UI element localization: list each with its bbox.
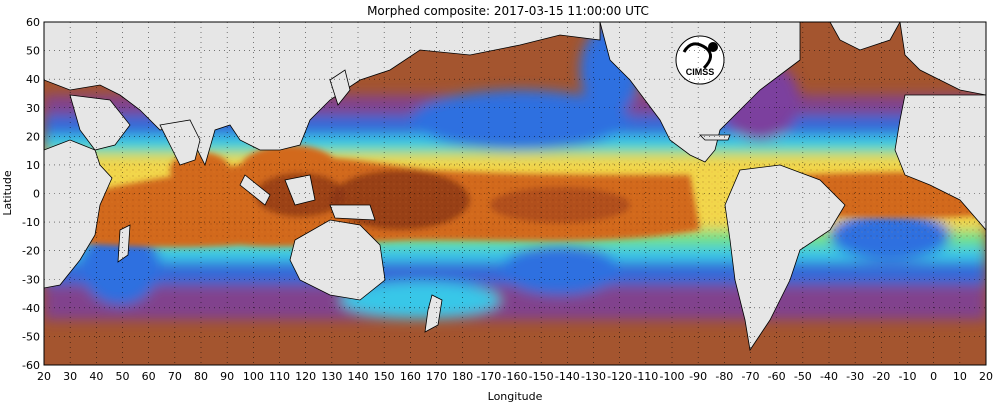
- greenland: [829, 22, 901, 51]
- x-tick-label: 160: [400, 370, 421, 383]
- japan: [329, 69, 351, 106]
- x-tick-label: -10: [899, 370, 917, 383]
- x-tick-label: 40: [89, 370, 103, 383]
- x-tick-label: -90: [689, 370, 707, 383]
- x-tick-label: 120: [295, 370, 316, 383]
- y-tick-label: -20: [22, 245, 40, 258]
- africa: [44, 139, 113, 289]
- y-tick-label: 60: [26, 16, 40, 29]
- x-tick-label: 30: [63, 370, 77, 383]
- logo-text: CIMSS: [686, 67, 715, 77]
- lat-lon-grid: [44, 22, 986, 365]
- new-zealand: [424, 294, 443, 333]
- y-tick-label: -30: [22, 273, 40, 286]
- west-africa: [894, 94, 986, 231]
- x-tick-label: -100: [660, 370, 685, 383]
- x-tick-label: 20: [37, 370, 51, 383]
- y-tick-label: 30: [26, 102, 40, 115]
- north-america: [599, 22, 801, 163]
- x-tick-label: -80: [715, 370, 733, 383]
- x-tick-label: 80: [194, 370, 208, 383]
- y-axis-label: Latitude: [1, 170, 14, 216]
- x-tick-label: -160: [503, 370, 528, 383]
- x-tick-label: -150: [529, 370, 554, 383]
- x-tick-label: -130: [581, 370, 606, 383]
- x-tick-label: -70: [742, 370, 760, 383]
- plot-area: CIMSS: [44, 22, 986, 365]
- y-tick-label: 40: [26, 73, 40, 86]
- x-tick-label: 20: [979, 370, 993, 383]
- x-tick-label: -20: [872, 370, 890, 383]
- y-tick-labels: 60 50 40 30 20 10 0 -10 -20 -30 -40 -50 -60: [22, 16, 40, 372]
- x-tick-label: 0: [930, 370, 937, 383]
- x-tick-label: 50: [116, 370, 130, 383]
- x-tick-label: -110: [633, 370, 658, 383]
- y-tick-label: 50: [26, 45, 40, 58]
- x-tick-label: -30: [846, 370, 864, 383]
- y-tick-label: -40: [22, 302, 40, 315]
- x-tick-label: 140: [348, 370, 369, 383]
- eurasia: [44, 22, 601, 167]
- cuba: [699, 134, 731, 141]
- new-guinea: [329, 204, 376, 221]
- sumatra: [239, 174, 271, 206]
- x-tick-label: 10: [953, 370, 967, 383]
- x-tick-label: -140: [555, 370, 580, 383]
- cimss-logo: CIMSS: [675, 35, 725, 85]
- x-tick-label: 90: [220, 370, 234, 383]
- y-tick-label: 20: [26, 130, 40, 143]
- plot-frame: [43, 21, 987, 366]
- australia: [289, 219, 386, 301]
- x-tick-label: -170: [476, 370, 501, 383]
- south-america: [724, 164, 846, 352]
- x-tick-label: -40: [820, 370, 838, 383]
- borneo: [284, 174, 316, 206]
- y-tick-label: -60: [22, 359, 40, 372]
- x-tick-label: 150: [374, 370, 395, 383]
- y-tick-label: -10: [22, 216, 40, 229]
- x-tick-label: 170: [426, 370, 447, 383]
- x-tick-label: 100: [243, 370, 264, 383]
- y-tick-label: 0: [33, 188, 40, 201]
- y-tick-label: 10: [26, 159, 40, 172]
- x-tick-label: 130: [321, 370, 342, 383]
- x-tick-label: 180: [452, 370, 473, 383]
- india: [159, 119, 201, 166]
- x-tick-label: 60: [142, 370, 156, 383]
- x-tick-label: -120: [607, 370, 632, 383]
- x-tick-labels: 20 30 40 50 60 70 80 90 100 110 120 130 140 150 160 170…: [37, 370, 993, 383]
- x-tick-label: -50: [794, 370, 812, 383]
- y-tick-label: -50: [22, 330, 40, 343]
- x-axis-label: Longitude: [488, 390, 543, 403]
- x-tick-label: 70: [168, 370, 182, 383]
- x-tick-label: -60: [768, 370, 786, 383]
- chart-title: Morphed composite: 2017-03-15 11:00:00 U…: [367, 4, 649, 18]
- x-tick-label: 110: [269, 370, 290, 383]
- madagascar: [117, 224, 131, 263]
- land-masses: [44, 22, 986, 352]
